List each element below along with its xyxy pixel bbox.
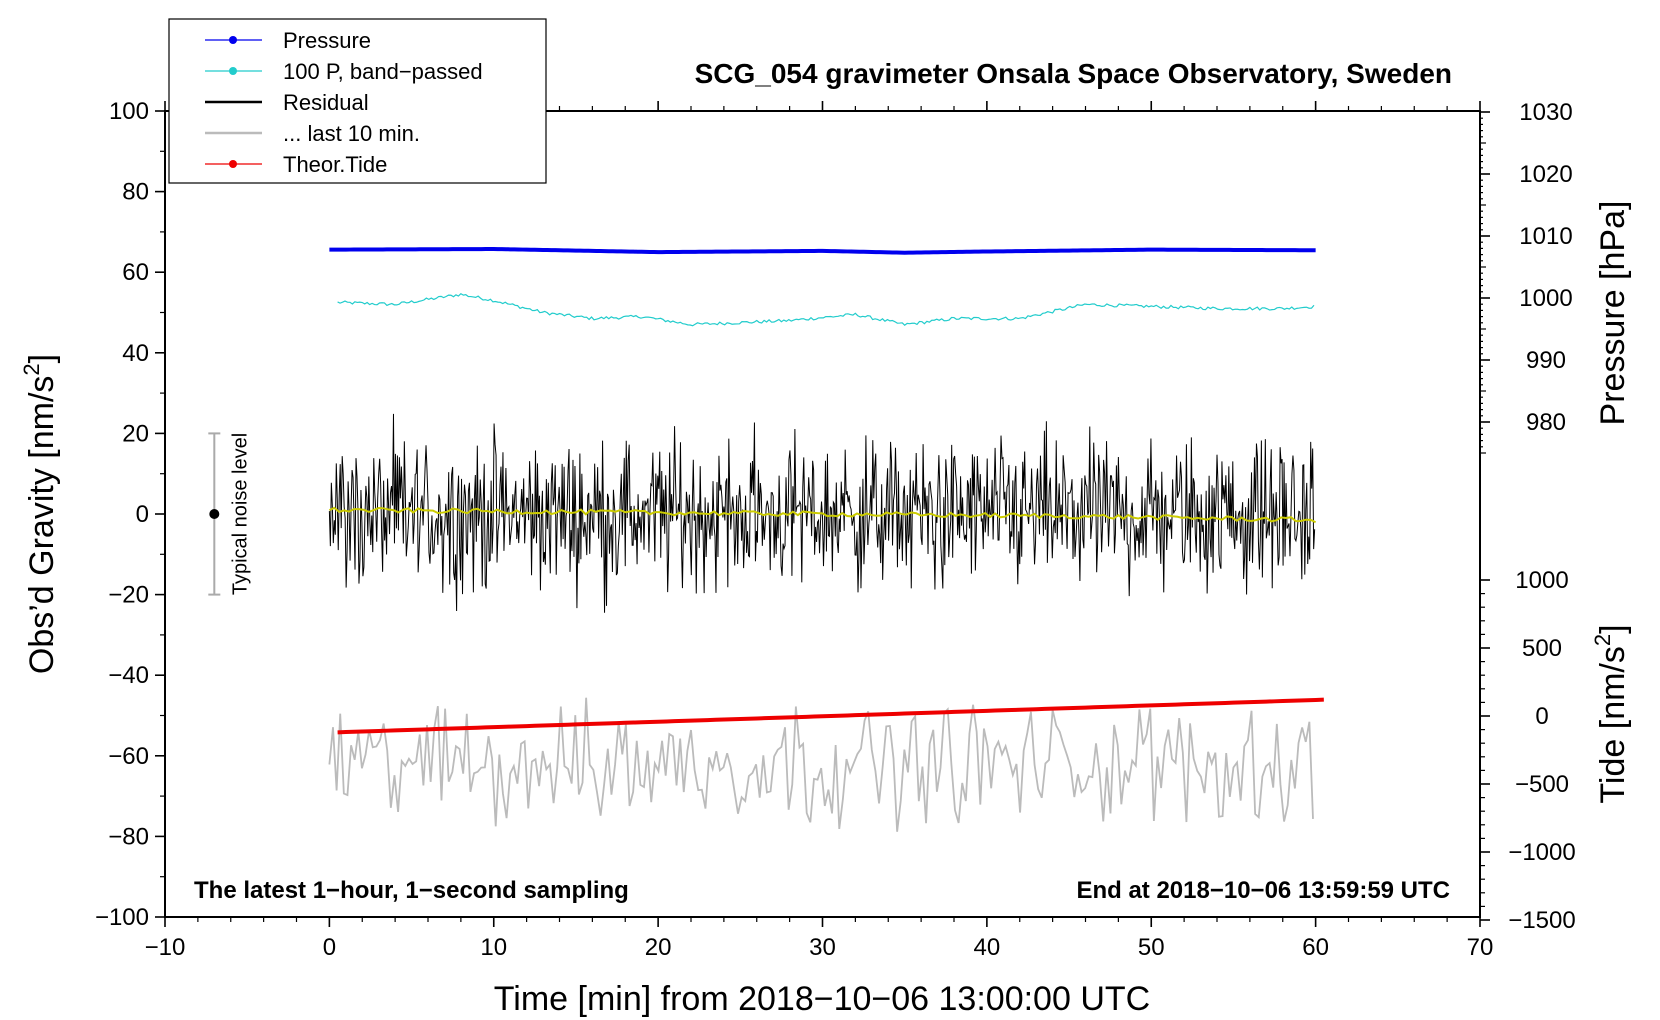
x-tick-label: 60 xyxy=(1302,934,1329,961)
legend-marker xyxy=(229,67,237,75)
y-axis-label: Obs’d Gravity [nm/s2] xyxy=(19,354,61,674)
y-tick-label: 0 xyxy=(136,501,149,528)
y-tick-label: −40 xyxy=(108,662,149,689)
tide-tick-label: 500 xyxy=(1522,635,1562,662)
tide-axis-ticks: 1000 500 0 −500 −1000 −1500 xyxy=(1480,567,1576,934)
pressure-tick-label: 990 xyxy=(1526,347,1566,374)
sampling-note: The latest 1−hour, 1−second sampling xyxy=(194,877,629,904)
legend-label: Pressure xyxy=(283,28,371,53)
tide-tick-label: 1000 xyxy=(1515,567,1568,594)
pressure-tick-label: 1020 xyxy=(1519,161,1572,188)
series-pressure xyxy=(329,247,1316,255)
series-bandpassed xyxy=(337,293,1315,327)
y-tick-label: −60 xyxy=(108,743,149,770)
y-tick-label: −80 xyxy=(108,823,149,850)
legend: Pressure 100 P, band−passed Residual ... la… xyxy=(168,18,547,184)
x-tick-label: −10 xyxy=(145,934,186,961)
pressure-axis-ticks: 1030 1020 1010 1000 990 980 xyxy=(1480,99,1573,454)
noise-level-indicator: Typical noise level xyxy=(208,432,251,596)
y-tick-label: −100 xyxy=(95,904,149,931)
tide-tick-label: −1000 xyxy=(1508,839,1575,866)
pressure-tick-label: 1010 xyxy=(1519,223,1572,250)
pressure-tick-label: 980 xyxy=(1526,409,1566,436)
x-tick-label: 70 xyxy=(1467,934,1494,961)
x-tick-label: 30 xyxy=(809,934,836,961)
pressure-tick-label: 1000 xyxy=(1519,285,1572,312)
series-last-10-min xyxy=(328,697,1314,832)
series-residual-smoothed xyxy=(328,506,1317,524)
legend-marker xyxy=(229,36,237,44)
noise-label: Typical noise level xyxy=(229,433,251,595)
tide-axis-label: Tide [nm/s2] xyxy=(1590,624,1632,803)
tide-tick-label: −500 xyxy=(1515,771,1569,798)
series-theor-tide xyxy=(337,697,1324,735)
x-tick-label: 0 xyxy=(323,934,336,961)
noise-center-dot xyxy=(209,509,220,519)
legend-label: ... last 10 min. xyxy=(283,121,420,146)
legend-label: 100 P, band−passed xyxy=(283,59,483,84)
series-residual xyxy=(328,413,1316,613)
y-tick-label: 80 xyxy=(122,179,149,206)
x-tick-label: 40 xyxy=(974,934,1001,961)
legend-label: Theor.Tide xyxy=(283,152,387,177)
pressure-tick-label: 1030 xyxy=(1519,99,1572,126)
x-axis-label: Time [min] from 2018−10−06 13:00:00 UTC xyxy=(494,980,1150,1018)
tide-tick-label: 0 xyxy=(1535,703,1548,730)
y-axis-ticks: 100 80 60 40 20 0 −20 −40 −60 −80 −100 xyxy=(95,98,165,931)
x-tick-label: 10 xyxy=(480,934,507,961)
chart-title: SCG_054 gravimeter Onsala Space Observat… xyxy=(695,58,1452,89)
y-tick-label: 60 xyxy=(122,259,149,286)
pressure-axis-label: Pressure [hPa] xyxy=(1594,201,1632,426)
x-tick-label: 20 xyxy=(645,934,672,961)
legend-marker xyxy=(229,160,237,168)
y-tick-label: 100 xyxy=(109,98,149,125)
end-time-note: End at 2018−10−06 13:59:59 UTC xyxy=(1076,877,1450,904)
data-series xyxy=(328,247,1324,832)
tide-tick-label: −1500 xyxy=(1508,907,1575,934)
y-tick-label: −20 xyxy=(108,582,149,609)
x-tick-label: 50 xyxy=(1138,934,1165,961)
y-tick-label: 40 xyxy=(122,340,149,367)
legend-label: Residual xyxy=(283,90,369,115)
y-tick-label: 20 xyxy=(122,420,149,447)
